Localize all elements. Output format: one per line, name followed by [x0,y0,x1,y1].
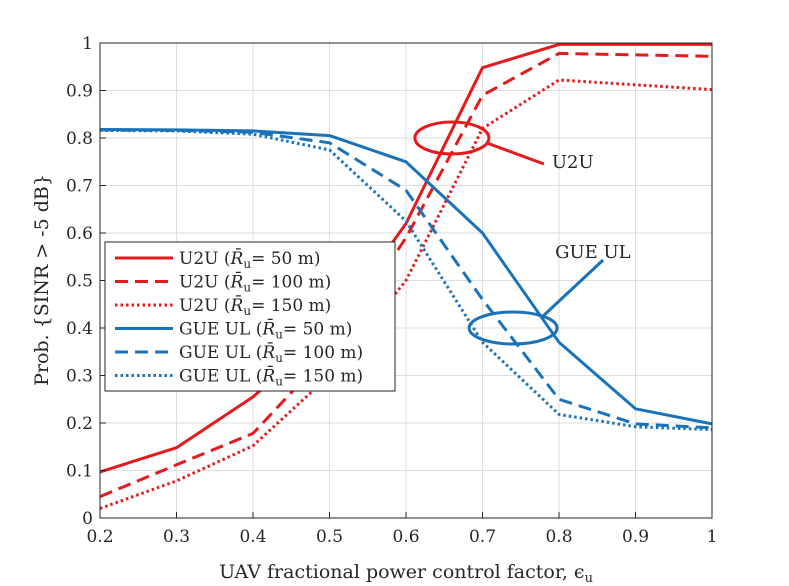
legend-label-3: U2U (R̄u= 150 m) [179,294,331,318]
annotations: U2U GUE UL [413,120,631,346]
axis-ticks: 0.2 0.3 0.4 0.5 0.6 0.7 0.8 0.9 1 0 0.1 0.2 0.3 0.4 0.… [66,34,717,547]
x-tick-label: 0.6 [392,527,419,547]
series-line-2 [99,51,713,498]
u2u-annotation-leader [486,141,545,166]
x-tick-label: 0.2 [86,527,113,547]
y-tick-label: 0.8 [66,129,93,149]
x-axis-label: UAV fractional power control factor, ϵu [219,561,593,586]
y-tick-label: 1 [82,34,93,54]
x-tick-label: 1 [707,527,718,547]
y-tick-label: 0 [82,509,93,529]
x-tick-label: 0.3 [163,527,190,547]
y-tick-label: 0.5 [66,272,93,292]
legend-label-5: GUE UL (R̄u= 100 m) [179,341,363,365]
u2u-annotation-ellipse [413,120,491,156]
y-tick-label: 0.6 [66,224,93,244]
legend-label-2: U2U (R̄u= 100 m) [179,270,331,294]
x-tick-label: 0.7 [469,527,496,547]
x-tick-label: 0.8 [545,527,572,547]
legend: U2U (R̄u= 50 m)U2U (R̄u= 100 m)U2U (R̄u=… [104,241,396,392]
gue-annotation-ellipse [467,310,559,346]
y-tick-label: 0.3 [66,367,93,387]
y-tick-label: 0.1 [66,462,93,482]
legend-box [104,241,396,392]
gue-annotation-label: GUE UL [555,242,631,263]
u2u-annotation-label: U2U [552,152,594,173]
series-line-6 [99,128,713,432]
x-tick-label: 0.5 [316,527,343,547]
series-line-3 [99,78,713,510]
series-layer [99,42,713,510]
y-tick-label: 0.2 [66,414,93,434]
legend-label-6: GUE UL (R̄u= 150 m) [179,364,363,388]
gue-annotation-leader [542,258,605,318]
y-tick-label: 0.7 [66,177,93,197]
y-tick-label: 0.9 [66,82,93,102]
series-line-5 [99,128,713,430]
legend-label-1: U2U (R̄u= 50 m) [179,247,321,271]
x-tick-label: 0.9 [622,527,649,547]
legend-label-4: GUE UL (R̄u= 50 m) [179,317,352,341]
y-tick-label: 0.4 [66,319,93,339]
y-axis-label: Prob. {SINR > -5 dB} [31,174,53,386]
x-tick-label: 0.4 [239,527,266,547]
